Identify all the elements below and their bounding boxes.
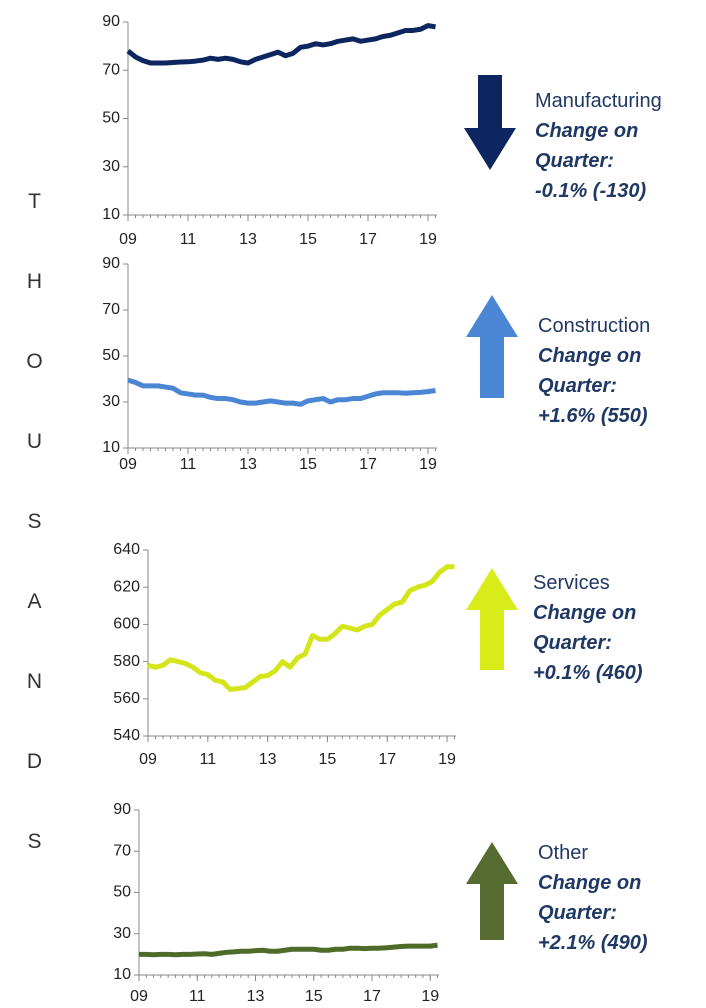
- change-label: Change on Quarter:: [538, 872, 642, 924]
- change-label: Change on Quarter:: [535, 120, 639, 172]
- series-name: Other: [538, 842, 589, 864]
- series-line: [147, 564, 455, 692]
- x-tick-label: 11: [180, 456, 197, 473]
- y-tick-label: 10: [102, 439, 120, 456]
- y-tick-label: 580: [113, 653, 140, 670]
- change-value: +1.6% (550): [538, 405, 648, 427]
- x-tick-label: 09: [119, 231, 137, 248]
- series-name: Construction: [538, 315, 651, 337]
- y-tick-label: 620: [113, 578, 140, 595]
- arrow: [466, 295, 518, 398]
- x-tick-label: 15: [305, 988, 323, 1005]
- y-tick-label: 30: [102, 393, 120, 410]
- y-tick-label: 70: [113, 842, 131, 859]
- series-line: [127, 377, 436, 407]
- x-tick-label: 09: [130, 988, 148, 1005]
- y-tick-label: 70: [102, 61, 120, 78]
- y-tick-label: 10: [102, 206, 120, 223]
- y-tick-label: 640: [113, 541, 140, 558]
- annotation: Other Change on Quarter: +2.1% (490): [538, 838, 688, 958]
- y-tick-label: 30: [102, 158, 120, 175]
- annotation: Services Change on Quarter: +0.1% (460): [533, 568, 683, 688]
- x-tick-label: 15: [299, 231, 317, 248]
- series-name: Services: [533, 572, 610, 594]
- y-axis-label: THOUSANDS: [23, 190, 46, 910]
- y-tick-label: 50: [102, 347, 120, 364]
- y-tick-label: 600: [113, 616, 140, 633]
- y-tick-label: 560: [113, 690, 140, 707]
- y-tick-label: 10: [113, 966, 131, 983]
- y-tick-label: 50: [113, 884, 131, 901]
- annotation: Construction Change on Quarter: +1.6% (550…: [538, 311, 688, 431]
- arrow: [466, 568, 518, 670]
- y-tick-label: 50: [102, 110, 120, 127]
- x-tick-label: 13: [247, 988, 265, 1005]
- x-tick-label: 19: [438, 751, 456, 768]
- series-line: [139, 942, 438, 958]
- x-tick-label: 15: [299, 456, 317, 473]
- x-tick-label: 19: [419, 231, 437, 248]
- x-tick-label: 11: [180, 231, 197, 248]
- x-tick-label: 11: [200, 751, 217, 768]
- series-line: [126, 23, 436, 66]
- change-value: +2.1% (490): [538, 932, 648, 954]
- change-label: Change on Quarter:: [533, 602, 637, 654]
- y-tick-label: 540: [113, 727, 140, 744]
- x-tick-label: 19: [421, 988, 439, 1005]
- series-name: Manufacturing: [535, 90, 662, 112]
- y-tick-label: 70: [102, 301, 120, 318]
- y-tick-label: 90: [102, 255, 120, 272]
- y-tick-label: 30: [113, 925, 131, 942]
- x-tick-label: 17: [359, 456, 377, 473]
- x-tick-label: 13: [239, 231, 257, 248]
- y-tick-label: 90: [113, 801, 131, 818]
- arrow: [464, 75, 516, 170]
- change-value: +0.1% (460): [533, 662, 643, 684]
- change-value: -0.1% (-130): [535, 180, 647, 202]
- x-tick-label: 17: [363, 988, 381, 1005]
- x-tick-label: 11: [189, 988, 206, 1005]
- x-tick-label: 15: [319, 751, 337, 768]
- x-tick-label: 19: [419, 456, 437, 473]
- y-tick-label: 90: [102, 13, 120, 30]
- annotation: Manufacturing Change on Quarter: -0.1% (-1…: [535, 86, 685, 206]
- arrow: [466, 842, 518, 940]
- x-tick-label: 09: [139, 751, 157, 768]
- x-tick-label: 09: [119, 456, 137, 473]
- x-tick-label: 13: [259, 751, 277, 768]
- x-tick-label: 17: [359, 231, 377, 248]
- x-tick-label: 13: [239, 456, 257, 473]
- change-label: Change on Quarter:: [538, 345, 642, 397]
- x-tick-label: 17: [378, 751, 396, 768]
